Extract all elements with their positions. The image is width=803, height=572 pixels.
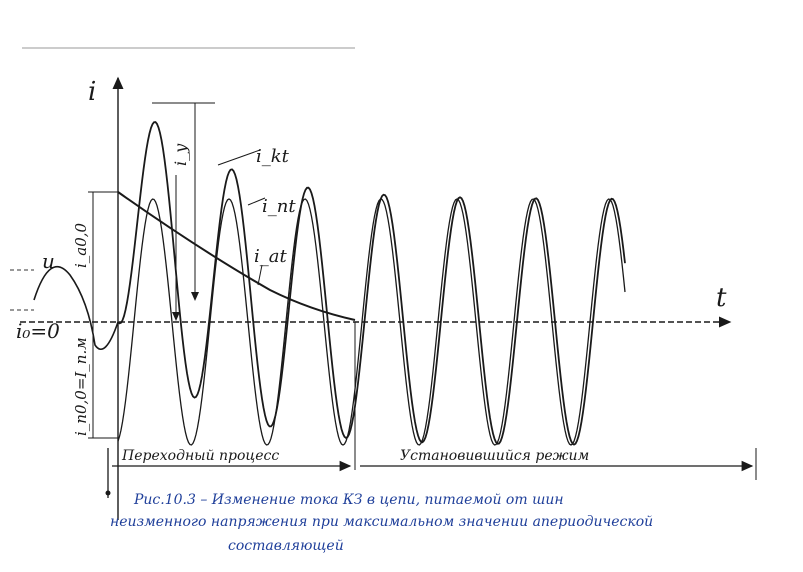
i0-zero-label: i₀=0 (16, 319, 60, 343)
axis-t-label: t (716, 283, 727, 313)
caption-line-3: составляющей (228, 538, 344, 554)
i-at-curve (117, 191, 356, 321)
voltage-label: u (42, 249, 55, 273)
i-nt-wave (117, 198, 626, 446)
steady-label: Установившийся режим (400, 448, 589, 464)
caption-line-1: Рис.10.3 – Изменение тока КЗ в цепи, пит… (134, 492, 564, 508)
i-a00-label: i_a0,0 (72, 222, 90, 268)
i-kt-label: i_kt (256, 146, 290, 167)
caption-line-2: неизменного напряжения при максимальном … (110, 514, 654, 530)
i-n00-label: i_n0,0=I_n.м (72, 337, 90, 436)
i-nt-label: i_nt (262, 196, 296, 217)
voltage-wave (33, 265, 119, 350)
transient-label: Переходный процесс (121, 448, 279, 464)
i-kt-wave (117, 121, 626, 446)
i-at-label: i_at (254, 246, 287, 267)
i-y-label: i_y (171, 143, 190, 166)
axis-i-label: i (88, 77, 96, 107)
